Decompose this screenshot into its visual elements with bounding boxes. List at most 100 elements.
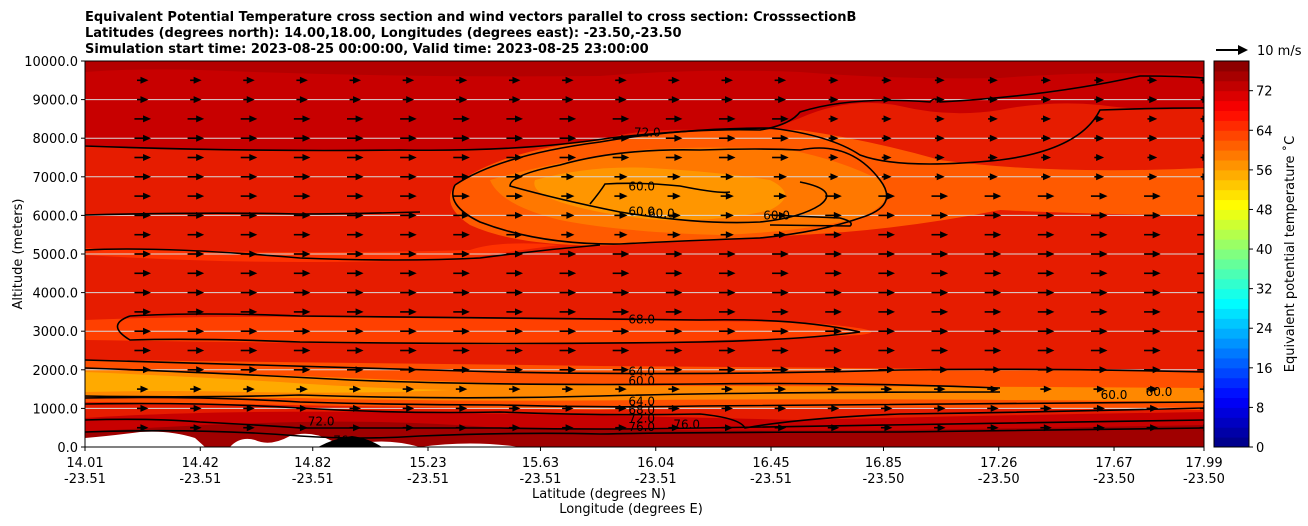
x-tick-label-lat: 17.26 bbox=[980, 456, 1017, 471]
wind-arrowhead bbox=[1206, 193, 1214, 200]
wind-arrowhead bbox=[1096, 96, 1105, 104]
wind-arrowhead bbox=[989, 173, 998, 181]
wind-arrowhead bbox=[674, 269, 683, 277]
wind-arrowhead bbox=[512, 385, 521, 393]
wind-arrowhead bbox=[355, 154, 364, 161]
wind-arrowhead bbox=[302, 173, 311, 181]
wind-arrowhead bbox=[515, 289, 524, 297]
wind-arrowhead bbox=[512, 96, 521, 104]
wind-arrowhead bbox=[302, 308, 311, 316]
wind-arrowhead bbox=[140, 424, 149, 432]
wind-arrowhead bbox=[725, 211, 734, 219]
wind-arrowhead bbox=[408, 347, 417, 354]
wind-arrowhead bbox=[936, 173, 945, 181]
wind-arrowhead bbox=[568, 327, 577, 335]
theta-e-top-cap bbox=[85, 61, 1204, 79]
wind-arrowhead bbox=[1149, 173, 1158, 181]
x-tick-label-lon: -23.51 bbox=[750, 472, 792, 487]
wind-arrowhead bbox=[940, 327, 949, 335]
wind-arrowhead bbox=[1046, 192, 1055, 200]
contour-label: 60.0 bbox=[628, 374, 655, 388]
wind-arrowhead bbox=[143, 115, 152, 123]
wind-arrowhead bbox=[672, 211, 681, 219]
contour-line-64-core bbox=[452, 147, 888, 245]
colorbar-segment bbox=[1214, 189, 1249, 201]
wind-arrowhead bbox=[140, 385, 149, 393]
plot-area: 72.060.060.060.0 60.068.064.060.064.068.0… bbox=[85, 61, 1214, 447]
wind-arrowhead bbox=[621, 250, 630, 258]
wind-arrowhead bbox=[196, 231, 205, 239]
y-axis: 0.0 1000.0 2000.0 3000.0 4000.0 5000.0 6000.0 7… bbox=[24, 55, 85, 456]
y-tick-label: 9000.0 bbox=[33, 94, 79, 109]
wind-arrowhead bbox=[780, 269, 789, 277]
contour-line-72-upper bbox=[85, 75, 1204, 152]
wind-arrowhead bbox=[780, 366, 789, 374]
y-tick-label: 5000.0 bbox=[33, 248, 79, 263]
wind-arrowhead bbox=[618, 404, 627, 412]
wind-arrowhead bbox=[1042, 134, 1051, 142]
wind-arrowhead bbox=[565, 76, 574, 84]
wind-arrowhead bbox=[671, 76, 680, 84]
contour-line-60-core bbox=[589, 182, 853, 227]
wind-arrowhead bbox=[355, 327, 364, 335]
wind-arrowhead bbox=[884, 404, 893, 412]
wind-arrowhead bbox=[1043, 385, 1052, 393]
wind-arrowhead bbox=[886, 269, 895, 277]
wind-arrowhead bbox=[883, 173, 892, 181]
wind-arrowhead bbox=[408, 366, 417, 374]
wind-arrowhead bbox=[302, 134, 311, 142]
wind-arrowhead bbox=[566, 173, 575, 181]
wind-arrowhead bbox=[249, 327, 258, 335]
wind-arrowhead bbox=[883, 76, 892, 84]
wind-arrowhead bbox=[1099, 289, 1108, 297]
wind-arrowhead bbox=[1152, 250, 1161, 258]
wind-arrowhead bbox=[833, 250, 842, 258]
colorbar-segment bbox=[1214, 80, 1249, 92]
contour-line-64-low bbox=[85, 359, 1204, 375]
wind-arrowhead bbox=[940, 192, 949, 200]
wind-arrowhead bbox=[725, 192, 734, 200]
wind-arrowhead bbox=[727, 308, 736, 316]
colorbar-frame bbox=[1213, 60, 1250, 448]
wind-arrowhead bbox=[512, 404, 521, 412]
wind-arrowhead bbox=[778, 404, 787, 412]
wind-arrowhead bbox=[246, 385, 255, 393]
wind-arrowhead bbox=[989, 134, 998, 142]
wind-arrowhead bbox=[1152, 347, 1161, 354]
wind-arrowhead bbox=[196, 269, 205, 277]
wind-arrowhead bbox=[1149, 115, 1158, 123]
colorbar-segment bbox=[1214, 268, 1249, 280]
terrain-peak bbox=[318, 436, 382, 447]
wind-arrowhead bbox=[302, 250, 311, 258]
wind-arrowhead bbox=[143, 154, 152, 161]
wind-arrowhead bbox=[1152, 269, 1161, 277]
wind-arrowhead bbox=[1150, 385, 1159, 393]
wind-arrowhead bbox=[515, 211, 524, 219]
wind-arrowhead bbox=[299, 404, 308, 412]
x-tick-label-lon: -23.51 bbox=[64, 472, 106, 487]
colorbar-segment bbox=[1214, 90, 1249, 102]
wind-arrowhead bbox=[196, 173, 205, 181]
chart-title-line-1: Equivalent Potential Temperature cross s… bbox=[85, 10, 856, 25]
wind-arrowhead bbox=[1206, 328, 1214, 335]
wind-arrowhead bbox=[621, 115, 630, 123]
x-tick-label-lon: -23.50 bbox=[1183, 472, 1225, 487]
wind-arrowhead bbox=[408, 231, 417, 239]
colorbar-segment bbox=[1214, 169, 1249, 181]
wind-arrowhead bbox=[1096, 154, 1105, 161]
wind-arrowhead bbox=[568, 269, 577, 277]
wind-arrowhead bbox=[408, 289, 417, 297]
wind-arrowhead bbox=[1099, 192, 1108, 200]
wind-arrowhead bbox=[143, 347, 152, 354]
x-tick-label-lat: 15.23 bbox=[409, 456, 446, 471]
wind-arrowhead bbox=[1043, 404, 1052, 412]
wind-arrowhead bbox=[727, 289, 736, 297]
wind-arrowhead bbox=[778, 96, 787, 104]
wind-arrowhead bbox=[886, 308, 895, 316]
wind-arrowhead bbox=[461, 289, 470, 297]
colorbar-segment bbox=[1214, 150, 1249, 161]
wind-arrowhead bbox=[249, 173, 258, 181]
wind-arrowhead bbox=[727, 327, 736, 335]
wind-arrowhead bbox=[408, 134, 417, 142]
wind-arrowhead bbox=[725, 385, 734, 393]
